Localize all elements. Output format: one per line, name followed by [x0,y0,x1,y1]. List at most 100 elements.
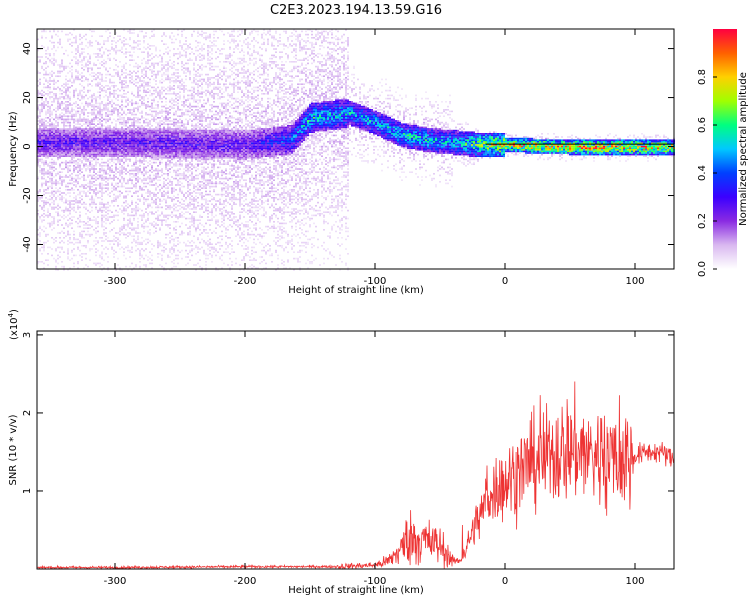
spectrogram-cell [155,107,157,109]
spectrogram-cell [135,65,137,68]
spectrogram-cell [171,41,173,44]
spectrogram-cell [113,57,115,60]
spectrogram-cell [133,174,135,177]
spectrogram-cell [51,48,53,50]
spectrogram-cell [133,134,135,137]
spectrogram-cell [157,136,159,138]
spectrogram-cell [107,150,109,153]
spectrogram-cell [71,142,73,145]
spectrogram-cell [107,37,109,39]
spectrogram-cell [175,144,177,146]
spectrogram-cell [95,176,97,178]
spectrogram-cell [53,93,55,95]
spectrogram-cell [151,107,153,109]
spectrogram-cell [149,153,151,156]
spectrogram-cell [151,213,153,215]
spectrogram-cell [67,182,69,185]
spectrogram-cell [123,96,125,98]
spectrogram-cell [65,105,67,108]
spectrogram-cell [163,152,165,154]
spectrogram-cell [93,181,95,183]
spectrogram-cell [83,110,85,113]
spectrogram-cell [161,168,163,170]
spectrogram-cell [143,182,145,185]
spectrogram-cell [115,125,117,127]
spectrogram-cell [59,256,61,258]
spectrogram-cell [43,118,45,121]
spectrogram-cell [165,214,167,217]
spectrogram-cell [41,120,43,122]
spectrogram-cell [89,235,91,237]
spectrogram-cell [155,112,157,114]
spectrogram-cell [179,145,181,148]
spectrogram-cell [147,141,149,143]
spectrogram-cell [167,69,169,71]
spectrogram-cell [89,160,91,162]
spectrogram-cell [165,77,167,79]
spectrogram-cell [161,136,163,138]
spectrogram-cell [113,96,115,98]
spectrogram-cell [169,144,171,146]
spectrogram-cell [39,189,41,191]
spectrogram-cell [71,77,73,79]
spectrogram-cell [83,237,85,239]
spectrogram-cell [167,125,169,127]
spectrogram-cell [89,169,91,172]
spectrogram-cell [47,185,49,188]
spectrogram-cell [93,109,95,111]
spectrogram-cell [179,96,181,98]
spectrogram-cell [73,94,75,97]
spectrogram-cell [181,190,183,193]
spectrogram-cell [61,192,63,194]
spectrogram-cell [167,113,169,116]
spectrogram-cell [73,137,75,140]
spectrogram-cell [129,30,131,33]
spectrogram-cell [59,147,61,149]
spectrogram-cell [109,101,111,103]
spectrogram-cell [83,206,85,209]
spectrogram-cell [95,232,97,234]
spectrogram-cell [173,171,175,173]
spectrogram-cell [161,152,163,154]
spectrogram-cell [87,155,89,157]
spectrogram-cell [83,123,85,125]
spectrogram-cell [123,147,125,149]
spectrogram-cell [95,227,97,229]
spectrogram-cell [125,137,127,140]
spectrogram-cell [177,72,179,74]
spectrogram-cell [99,104,101,106]
spectrogram-cell [93,136,95,138]
spectrogram-cell [111,147,113,149]
spectrogram-cell [123,117,125,119]
spectrogram-cell [167,136,169,138]
spectrogram-cell [115,150,117,153]
spectrogram-cell [121,137,123,140]
spectrogram-cell [85,129,87,132]
spectrogram-cell [167,182,169,185]
spectrogram-cell [133,169,135,172]
spectrogram-cell [101,217,103,220]
spectrogram-cell [151,62,153,65]
spectrogram-cell [69,155,71,157]
spectrogram-cell [85,150,87,153]
spectrogram-cell [67,243,69,245]
spectrogram-cell [79,190,81,193]
spectrogram-cell [69,86,71,89]
spectrogram-cell [91,201,93,204]
spectrogram-cell [111,75,113,77]
spectrogram-cell [173,93,175,95]
spectrogram-cell [145,152,147,154]
spectrogram-cell [143,216,145,218]
spectrogram-cell [75,126,77,129]
spectrogram-cell [159,150,161,153]
spectrogram-cell [39,240,41,242]
spectrogram-cell [167,145,169,148]
spectrogram-cell [123,89,125,92]
spectrogram-cell [137,241,139,244]
spectrogram-cell [143,134,145,137]
spectrogram-cell [71,85,73,87]
spectrogram-cell [147,182,149,185]
spectrogram-cell [41,158,43,161]
spectrogram-cell [163,53,165,55]
spectrogram-cell [175,126,177,129]
